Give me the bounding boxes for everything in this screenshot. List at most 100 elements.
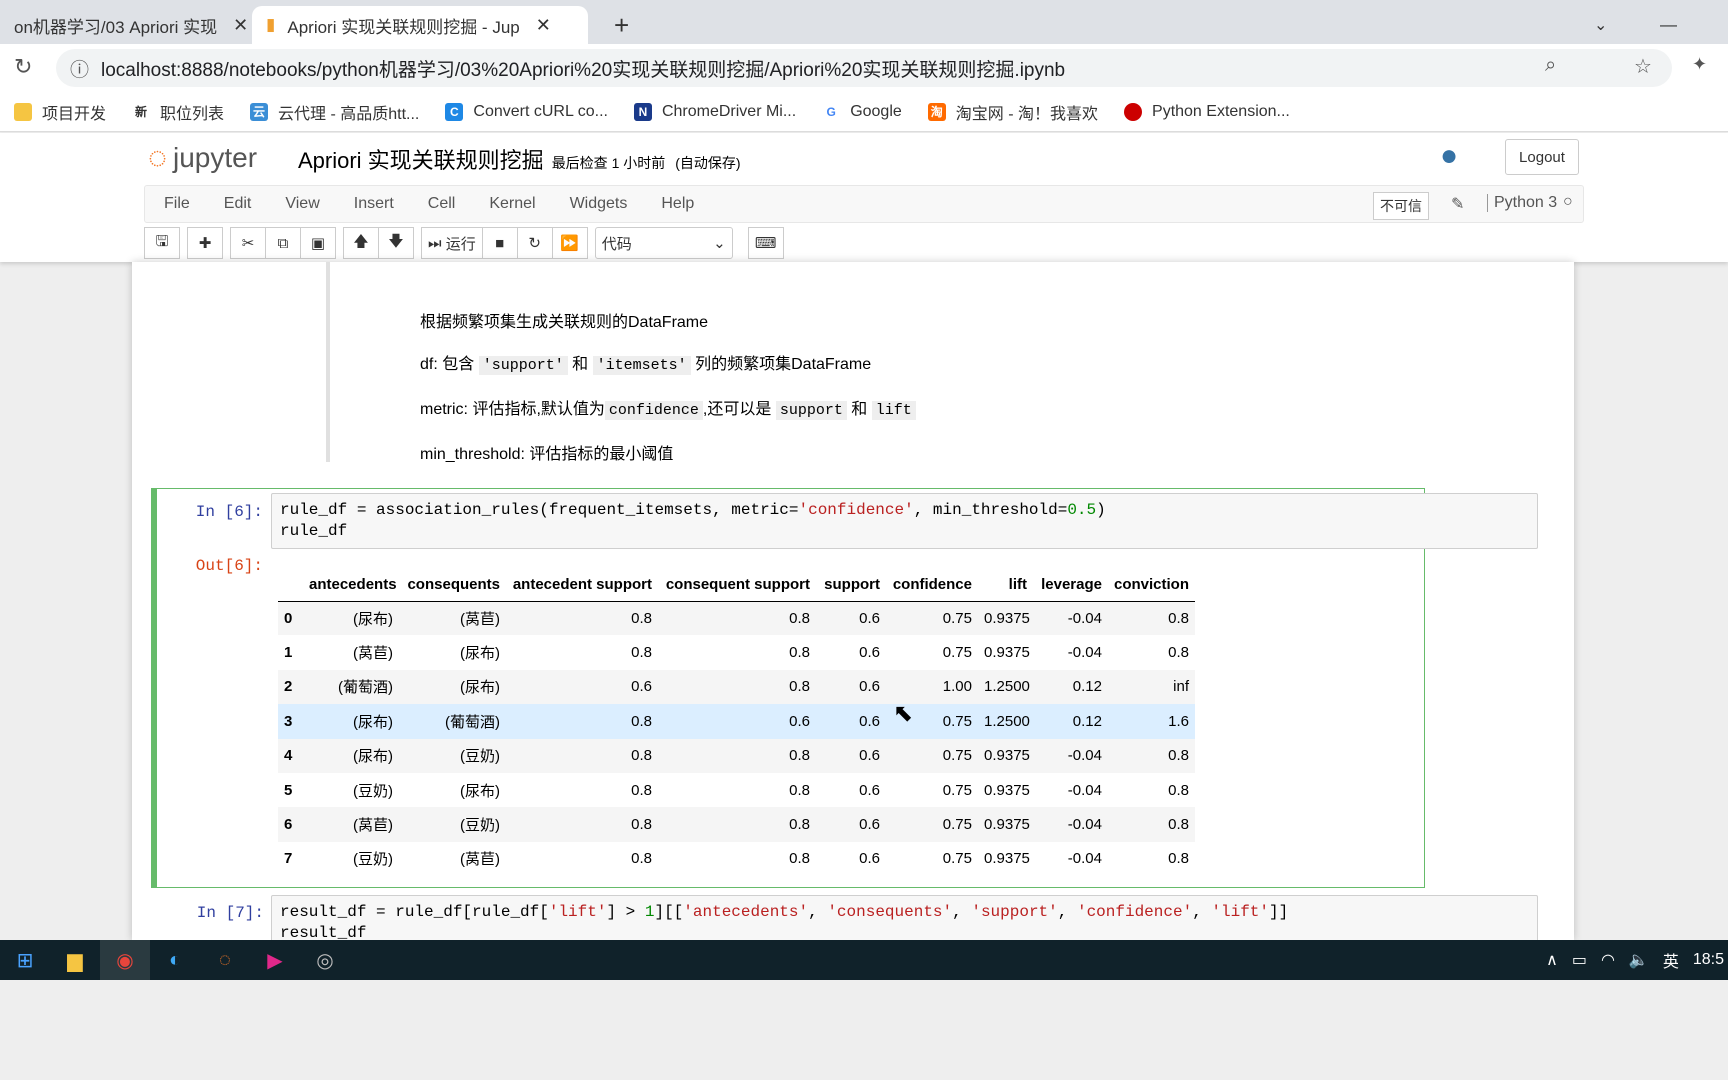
copy-icon[interactable]: ⧉ (265, 227, 301, 259)
tab-search-chevron-icon[interactable]: ⌄ (1594, 17, 1608, 34)
bookmark-item[interactable]: 新职位列表 (132, 100, 224, 124)
jupyter-header: ◌ jupyter Apriori 实现关联规则挖掘 最后检查 1 小时前 (自… (0, 133, 1728, 262)
interrupt-icon[interactable]: ■ (481, 227, 518, 259)
cell-type-select[interactable]: 代码 ⌄ (594, 227, 733, 259)
app-icon[interactable]: ◎ (316, 949, 334, 972)
table-cell: 0.75 (886, 704, 978, 739)
browser-tab[interactable]: on机器学习/03 Apriori 实现 ✕ (0, 6, 262, 44)
md-code: 'support' (478, 356, 568, 375)
logout-button[interactable]: Logout (1505, 139, 1579, 175)
table-row: 7 (豆奶) (莴苣) 0.8 0.8 0.6 0.75 0.9375 -0.04 0.8 (278, 842, 1195, 876)
save-icon[interactable]: 🖫 (144, 227, 180, 259)
trusted-indicator[interactable]: 不可信 (1373, 192, 1429, 220)
table-row: 3 (尿布) (葡萄酒) 0.8 0.6 0.6 0.75 1.2500 0.12 1.6 (278, 704, 1195, 739)
close-tab-icon[interactable]: ✕ (535, 14, 551, 35)
bookmark-label: ChromeDriver Mi... (661, 102, 797, 120)
menu-insert[interactable]: Insert (353, 195, 394, 212)
code-cell-selected[interactable]: In [6]: rule_df = association_rules(freq… (151, 488, 1538, 888)
table-cell: 0.75 (942, 850, 972, 868)
close-tab-icon[interactable]: ✕ (233, 14, 249, 35)
edge-icon[interactable]: ◐ (168, 948, 182, 971)
bookmark-item[interactable]: 淘淘宝网 - 淘！我喜欢 (927, 100, 1098, 124)
extensions-icon[interactable]: ✦ (1692, 54, 1708, 74)
url-input[interactable]: ⓘ localhost:8888/notebooks/python机器学习/03%… (56, 49, 1672, 87)
file-explorer-icon[interactable]: ▆ (67, 949, 83, 972)
menu-cell[interactable]: Cell (427, 195, 456, 212)
browser-tab-bar: on机器学习/03 Apriori 实现 ✕ ▮ Apriori 实现关联规则挖掘 … (0, 0, 1728, 44)
row-index: 6 (278, 807, 303, 842)
jupyter-logo[interactable]: ◌ jupyter (148, 139, 257, 176)
edit-pencil-icon[interactable]: ✎ (1451, 196, 1465, 213)
bookmark-item[interactable]: C Convert cURL co... (445, 102, 608, 121)
bookmark-item[interactable]: 云云代理 - 高品质htt... (250, 100, 419, 124)
insert-cell-icon[interactable]: ✚ (187, 227, 223, 259)
volume-icon[interactable]: 🔈 (1628, 952, 1649, 969)
column-header: antecedents (303, 569, 399, 602)
table-row: 6 (莴苣) (豆奶) 0.8 0.8 0.6 0.75 0.9375 -0.04 0.8 (278, 807, 1195, 842)
folder-icon (14, 102, 32, 121)
table-cell: 0.8 (789, 850, 810, 868)
menu-view[interactable]: View (285, 195, 320, 212)
chrome-icon[interactable]: ◉ (100, 940, 150, 980)
bookmark-item[interactable]: 项目开发 (14, 100, 106, 124)
ime-indicator[interactable]: 英 (1662, 954, 1679, 971)
logo-text: jupyter (173, 141, 258, 173)
keyboard-icon[interactable]: ⌨ (747, 227, 784, 259)
zoom-icon[interactable]: ⌕ (1545, 54, 1557, 76)
cut-icon[interactable]: ✂ (230, 227, 266, 259)
menu-edit[interactable]: Edit (223, 195, 252, 212)
table-cell: 0.6 (859, 781, 880, 799)
table-cell: -0.04 (1033, 738, 1108, 773)
menu-bar: File Edit View Insert Cell Kernel Widget… (144, 185, 1584, 223)
bookmark-label: Python Extension... (1152, 102, 1290, 120)
table-cell: 0.12 (1033, 669, 1108, 705)
table-cell: 0.8 (1108, 601, 1195, 636)
table-cell: (豆奶) (353, 851, 393, 869)
table-cell: -0.04 (1033, 601, 1108, 636)
bookmark-item[interactable]: N ChromeDriver Mi... (633, 102, 797, 121)
clock[interactable]: 18:5 (1692, 951, 1724, 968)
new-tab-icon[interactable]: + (614, 9, 630, 40)
site-icon (1124, 102, 1143, 121)
google-icon: G (822, 102, 841, 121)
code-token: ][[ (654, 903, 684, 921)
wifi-icon[interactable]: ◠ (1600, 952, 1615, 969)
restart-run-all-icon[interactable]: ⏩ (551, 227, 588, 259)
bookmark-star-icon[interactable]: ☆ (1634, 56, 1652, 78)
table-row: 2 (葡萄酒) (尿布) 0.6 0.8 0.6 1.00 1.2500 0.12 inf (278, 669, 1195, 705)
md-text: metric: 评估指标,默认值为 (420, 401, 605, 418)
menu-kernel[interactable]: Kernel (489, 195, 536, 212)
bookmark-item[interactable]: Python Extension... (1124, 102, 1290, 121)
app-icon[interactable]: ▶ (267, 949, 283, 972)
table-cell: 1.2500 (978, 704, 1033, 739)
table-cell: (尿布) (303, 738, 399, 773)
battery-icon[interactable]: ▭ (1571, 952, 1587, 969)
browser-tab-active[interactable]: ▮ Apriori 实现关联规则挖掘 - Jup ✕ (252, 6, 588, 44)
code-input[interactable]: rule_df = association_rules(frequent_ite… (271, 493, 1538, 549)
site-icon: 云 (250, 102, 269, 121)
minimize-icon[interactable]: — (1660, 15, 1677, 34)
notebook-title[interactable]: Apriori 实现关联规则挖掘 (298, 148, 544, 173)
menu-file[interactable]: File (164, 195, 190, 212)
table-cell: 0.8 (658, 738, 816, 773)
bookmark-item[interactable]: G Google (822, 102, 902, 121)
table-cell: 0.9375 (978, 738, 1033, 773)
md-code: 'itemsets' (592, 356, 691, 375)
menu-widgets[interactable]: Widgets (569, 195, 628, 212)
start-icon[interactable]: ⊞ (16, 949, 34, 972)
row-index: 4 (278, 738, 303, 773)
table-cell: (尿布) (303, 601, 399, 636)
menu-help[interactable]: Help (661, 195, 695, 212)
move-up-icon[interactable]: 🡅 (343, 227, 379, 259)
jupyter-icon[interactable]: ◌ (219, 948, 231, 971)
tray-chevron-icon[interactable]: ∧ (1546, 952, 1558, 969)
move-down-icon[interactable]: 🡇 (378, 227, 414, 259)
code-token: , (808, 903, 828, 921)
code-token: 'antecedents' (683, 903, 809, 921)
table-cell: 0.75 (886, 738, 978, 773)
table-cell: 0.9375 (978, 601, 1033, 636)
run-button[interactable]: ⏭ 运行 (421, 227, 483, 259)
restart-icon[interactable]: ↻ (516, 227, 553, 259)
paste-icon[interactable]: ▣ (300, 227, 336, 259)
reload-icon[interactable]: ↻ (14, 54, 33, 79)
